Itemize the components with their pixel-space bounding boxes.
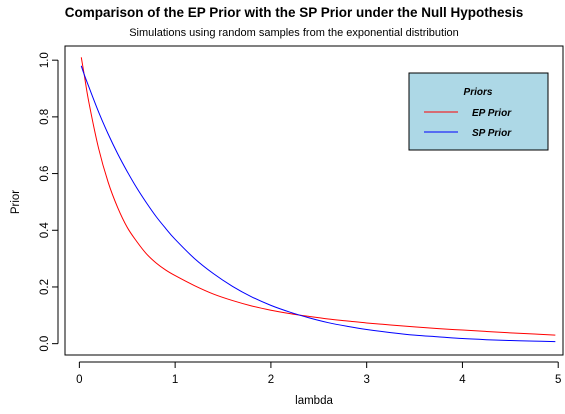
x-tick-label: 5 <box>555 374 561 386</box>
legend-label-ep-prior: EP Prior <box>472 108 512 119</box>
y-tick-label: 0.2 <box>39 279 51 295</box>
legend: Priors EP Prior SP Prior <box>408 72 549 151</box>
y-tick-label: 0.4 <box>39 222 51 239</box>
y-tick-label: 0.0 <box>39 336 51 352</box>
x-tick-label: 4 <box>459 374 466 386</box>
x-axis: 0 1 2 3 4 5 <box>76 361 561 386</box>
plot-frame <box>64 45 564 356</box>
x-axis-label: lambda <box>295 395 333 407</box>
x-tick-label: 2 <box>268 374 274 386</box>
y-axis-label: Prior <box>10 190 22 214</box>
y-tick-label: 1.0 <box>39 52 51 68</box>
x-tick-label: 0 <box>76 374 82 386</box>
series-layer <box>80 57 556 343</box>
y-axis: 0.0 0.2 0.4 0.6 0.8 1.0 <box>39 52 59 352</box>
y-tick-label: 0.6 <box>39 166 51 182</box>
x-tick-label: 3 <box>363 374 369 386</box>
series-line-sp-prior <box>80 65 556 343</box>
legend-title: Priors <box>464 87 493 98</box>
y-tick-label: 0.8 <box>39 109 51 125</box>
chart-subtitle: Simulations using random samples from th… <box>129 27 459 39</box>
x-tick-label: 1 <box>172 374 178 386</box>
legend-entries: EP Prior SP Prior <box>424 108 512 139</box>
chart-title: Comparison of the EP Prior with the SP P… <box>65 5 524 20</box>
legend-label-sp-prior: SP Prior <box>472 128 512 139</box>
series-line-ep-prior <box>80 57 556 336</box>
